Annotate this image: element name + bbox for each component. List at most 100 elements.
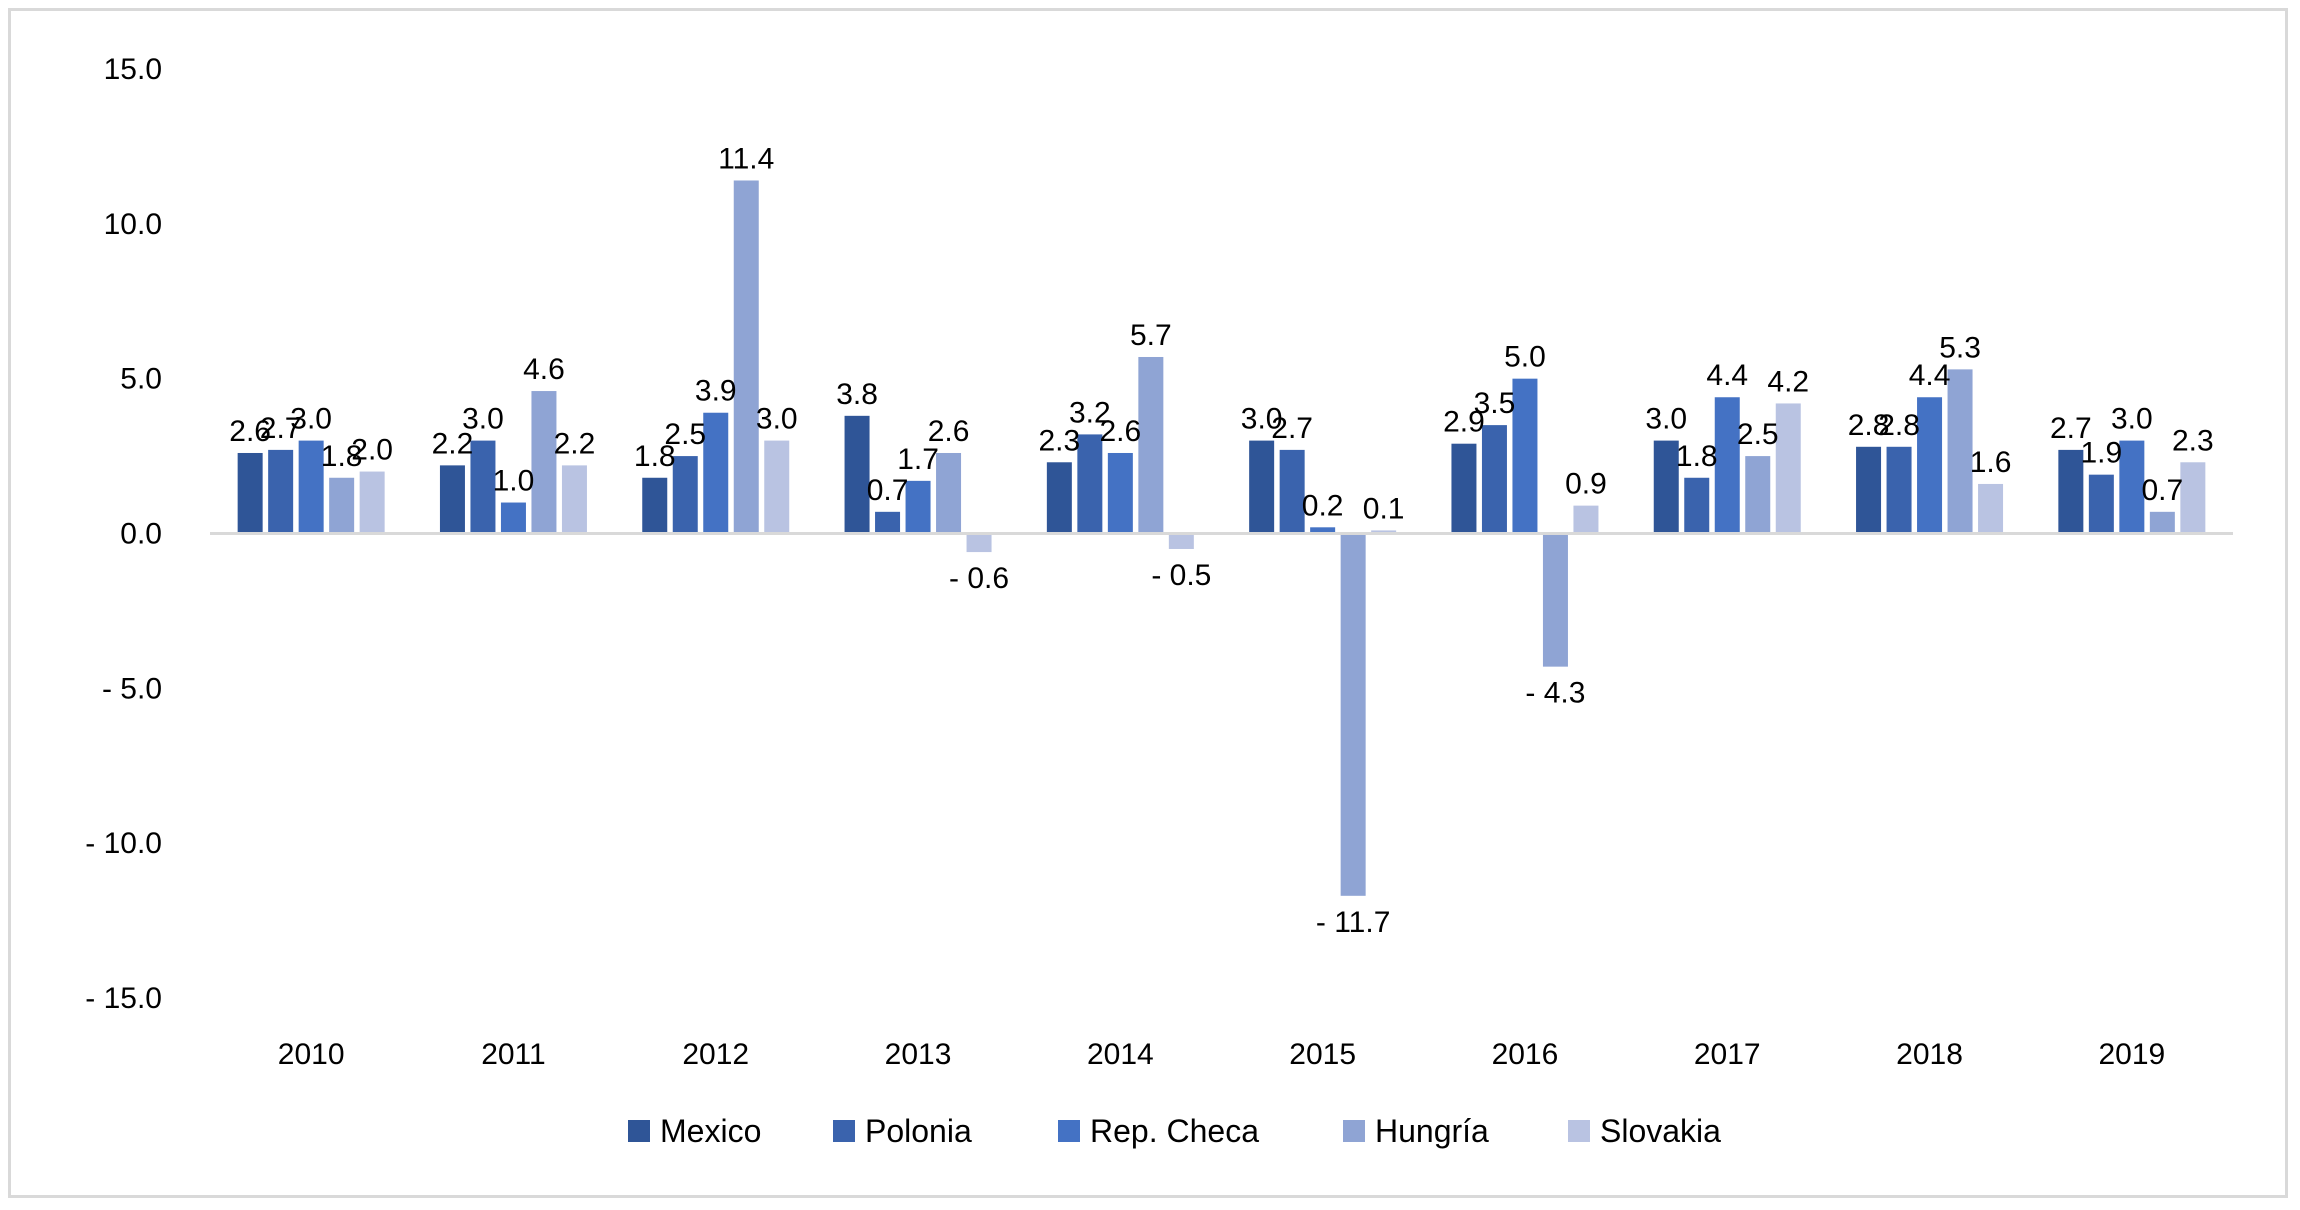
bar-mexico-2013 [844, 415, 870, 534]
bar-polonia-2013 [875, 511, 901, 534]
x-tick-label: 2014 [1087, 1038, 1154, 1071]
data-label: 3.0 [1241, 403, 1283, 436]
bar-polonia-2016 [1481, 425, 1507, 534]
bar-rep-checa-2011 [500, 502, 526, 534]
bar-polonia-2011 [470, 440, 496, 534]
data-label: 2.2 [554, 427, 596, 460]
legend-label: Mexico [660, 1113, 761, 1149]
bar-hungr-a-2019 [2149, 511, 2175, 534]
bar-rep-checa-2010 [298, 440, 324, 534]
x-tick-label: 2013 [885, 1038, 952, 1071]
legend-swatch [628, 1120, 650, 1142]
data-label: 3.9 [695, 375, 737, 408]
bar-polonia-2015 [1279, 449, 1305, 534]
data-label: 2.8 [1848, 409, 1890, 442]
bar-rep-checa-2015 [1310, 527, 1336, 534]
data-label: 3.0 [290, 403, 332, 436]
data-label: 1.9 [2080, 437, 2122, 470]
y-tick-label: 5.0 [120, 363, 162, 396]
data-label: 2.5 [664, 418, 706, 451]
data-label: 5.7 [1130, 319, 1172, 352]
y-tick-label: - 10.0 [85, 827, 162, 860]
data-label: 5.3 [1939, 331, 1981, 364]
bar-rep-checa-2017 [1714, 397, 1740, 534]
bar-rep-checa-2016 [1512, 378, 1538, 534]
bar-mexico-2017 [1653, 440, 1679, 534]
y-tick-label: - 15.0 [85, 982, 162, 1015]
x-axis: 2010 2011 2012 2013 2014 2015 2016 2017 2018 2019 [278, 1038, 2165, 1071]
x-tick-label: 2011 [481, 1038, 546, 1071]
data-label: 11.4 [718, 142, 774, 175]
y-tick-label: 15.0 [104, 53, 162, 86]
data-label: - 0.6 [949, 562, 1009, 595]
legend-swatch [1343, 1120, 1365, 1142]
x-tick-label: 2017 [1694, 1038, 1761, 1071]
data-label: 1.8 [1676, 440, 1718, 473]
data-label: 2.7 [2050, 412, 2092, 445]
bars [237, 180, 2206, 896]
y-axis: 15.0 10.0 5.0 0.0 - 5.0 - 10.0 - 15.0 [85, 53, 162, 1015]
legend-swatch [1568, 1120, 1590, 1142]
data-label: 2.3 [1038, 424, 1080, 457]
data-label: 4.4 [1909, 359, 1951, 392]
data-label: 3.0 [1645, 403, 1687, 436]
bar-hungr-a-2018 [1947, 369, 1973, 534]
bar-polonia-2014 [1077, 434, 1103, 534]
data-label: 0.7 [2141, 474, 2183, 507]
bar-slovakia-2015 [1371, 530, 1397, 534]
data-label: 5.0 [1504, 341, 1546, 374]
data-label: 0.2 [1302, 489, 1344, 522]
data-label: 4.2 [1767, 365, 1809, 398]
x-tick-label: 2016 [1492, 1038, 1559, 1071]
bar-slovakia-2011 [561, 465, 587, 534]
data-label: 1.0 [493, 465, 535, 498]
data-label: 2.0 [351, 434, 393, 467]
bar-hungr-a-2010 [329, 477, 355, 534]
data-labels: 2.62.73.01.82.0 2.23.01.04.62.2 1.82.53.91… [229, 142, 2213, 938]
x-tick-label: 2019 [2098, 1038, 2165, 1071]
bar-rep-checa-2018 [1917, 397, 1943, 534]
y-tick-label: 0.0 [120, 518, 162, 551]
data-label: 3.0 [462, 403, 504, 436]
data-label: - 4.3 [1525, 677, 1585, 710]
x-tick-label: 2018 [1896, 1038, 1963, 1071]
data-label: 2.9 [1443, 406, 1485, 439]
bar-rep-checa-2013 [905, 480, 931, 534]
data-label: 0.7 [867, 474, 909, 507]
bar-slovakia-2019 [2180, 462, 2206, 534]
data-label: 3.0 [2111, 403, 2153, 436]
data-label: 2.2 [432, 427, 474, 460]
data-label: 2.7 [1271, 412, 1313, 445]
data-label: 2.5 [1737, 418, 1779, 451]
bar-mexico-2015 [1249, 440, 1275, 534]
bar-hungr-a-2012 [733, 180, 759, 534]
data-label: 3.2 [1069, 396, 1111, 429]
bar-mexico-2019 [2058, 449, 2084, 534]
bar-rep-checa-2012 [703, 412, 729, 534]
bar-mexico-2010 [237, 452, 263, 534]
bar-mexico-2018 [1856, 446, 1882, 534]
bar-hungr-a-2015 [1340, 533, 1366, 896]
bar-slovakia-2014 [1168, 533, 1194, 549]
bar-mexico-2014 [1046, 462, 1072, 534]
legend: Mexico Polonia Rep. Checa Hungría Slovakia [628, 1113, 1721, 1149]
data-label: - 0.5 [1151, 559, 1211, 592]
data-label: 2.6 [1099, 415, 1141, 448]
bar-polonia-2018 [1886, 446, 1912, 534]
bar-polonia-2017 [1684, 477, 1710, 534]
data-label: - 11.7 [1316, 906, 1391, 939]
bar-slovakia-2016 [1573, 505, 1599, 534]
bar-hungr-a-2014 [1138, 356, 1164, 534]
data-label: 1.6 [1970, 446, 2012, 479]
data-label: 3.5 [1474, 387, 1516, 420]
bar-slovakia-2017 [1775, 403, 1801, 534]
bar-slovakia-2012 [764, 440, 790, 534]
bar-hungr-a-2017 [1745, 456, 1771, 534]
x-tick-label: 2010 [278, 1038, 345, 1071]
bar-polonia-2012 [672, 456, 698, 534]
legend-label: Slovakia [1600, 1113, 1721, 1149]
data-label: 3.0 [756, 403, 798, 436]
legend-swatch [1058, 1120, 1080, 1142]
bar-slovakia-2018 [1978, 483, 2004, 534]
data-label: 2.6 [229, 415, 271, 448]
